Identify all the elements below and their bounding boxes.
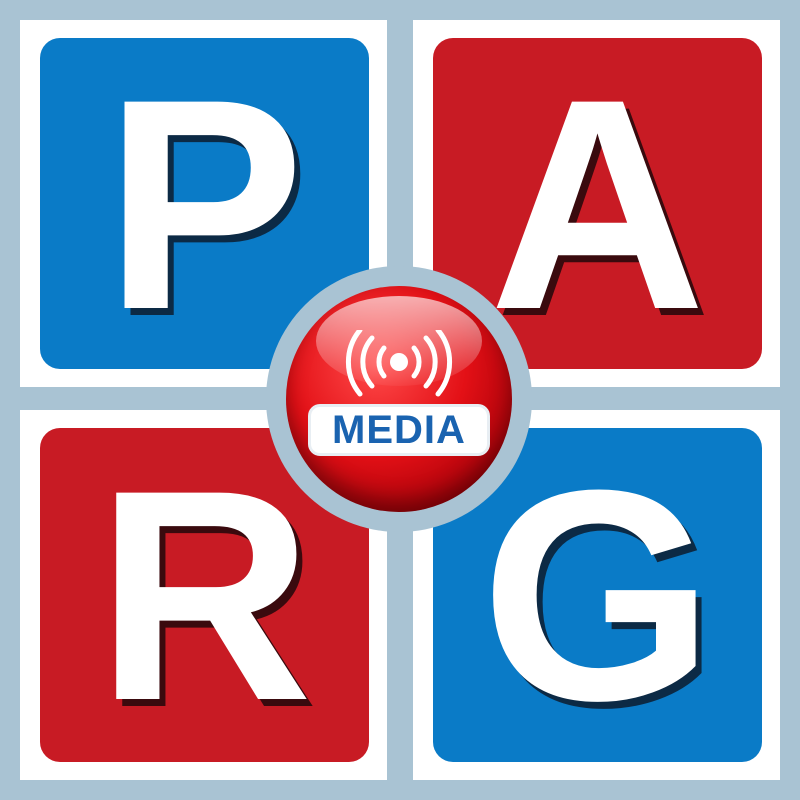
- letter-r: R: [96, 428, 313, 762]
- letter-g: G: [480, 428, 715, 762]
- tile-cell-top-left: P: [20, 20, 387, 387]
- tile-p: P: [40, 38, 369, 369]
- broadcast-signal-icon: [345, 330, 453, 397]
- media-badge: MEDIA: [286, 286, 512, 512]
- media-label: MEDIA: [308, 404, 490, 456]
- letter-a: A: [489, 38, 706, 369]
- letter-p: P: [104, 38, 305, 369]
